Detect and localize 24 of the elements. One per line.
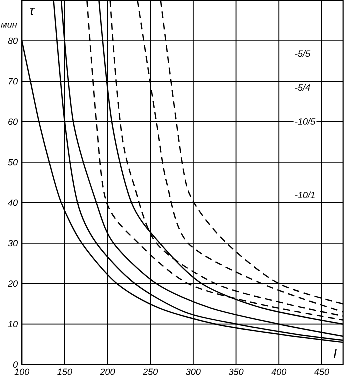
x-tick-label: 250 (143, 368, 158, 376)
annotation: -5/4 (295, 84, 310, 91)
x-axis-title: I (334, 349, 337, 359)
y-tick-label: 70 (9, 78, 18, 85)
y-tick-label: 20 (8, 280, 18, 288)
x-tick-label: 200 (100, 368, 116, 376)
x-tick-label: 300 (186, 368, 201, 376)
x-tick-label: 450 (314, 368, 330, 376)
y-tick-label: 40 (8, 200, 18, 206)
x-tick-label: 400 (272, 368, 287, 376)
y-axis-title: τ (30, 8, 36, 16)
annotation: -10/5 (295, 118, 316, 125)
annotation: -10/1 (295, 192, 315, 198)
y-tick-label: 60 (8, 118, 18, 126)
y-tick-label: 50 (8, 159, 18, 166)
x-tick-label: 350 (228, 368, 244, 376)
x-tick-label: 100 (14, 368, 30, 376)
y-tick-label: 10 (8, 321, 18, 328)
annotation: -5/5 (295, 50, 311, 58)
x-tick-label: 150 (58, 368, 72, 376)
y-tick-label: 30 (8, 240, 18, 247)
text: мин (1, 23, 18, 28)
y-tick-label: 0 (13, 362, 18, 368)
y-tick-label: 80 (8, 38, 18, 44)
